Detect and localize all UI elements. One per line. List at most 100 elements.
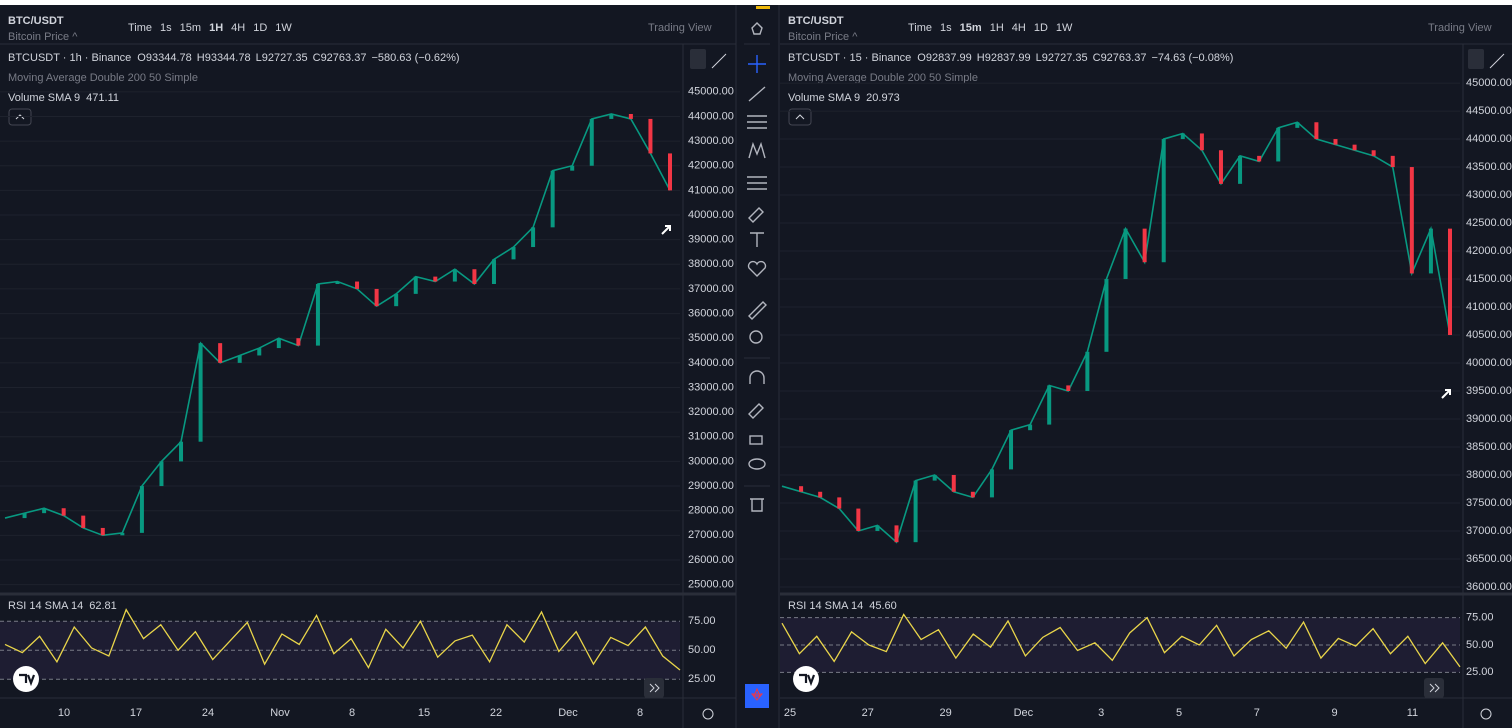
settings-button[interactable]	[702, 708, 714, 720]
candle	[355, 281, 360, 289]
brush-tool[interactable]	[748, 207, 764, 223]
scroll-icon	[1429, 683, 1440, 693]
pattern-tool[interactable]	[748, 141, 766, 159]
timeframe-button[interactable]: 1D	[253, 22, 267, 34]
price-tick-label: 39500.00	[1466, 385, 1512, 397]
price-tick-label: 33000.00	[688, 381, 734, 393]
trend-line-tool[interactable]	[748, 86, 766, 102]
timeframe-button[interactable]: Time	[128, 22, 152, 34]
trash-tool[interactable]	[750, 498, 764, 512]
time-tick-label: 27	[862, 707, 874, 719]
candle	[1123, 228, 1128, 280]
price-tick-label: 36500.00	[1466, 553, 1512, 565]
legend-text: O	[137, 52, 146, 64]
timeframe-button[interactable]: 1W	[275, 22, 292, 34]
rsi-tick-label: 25.00	[688, 673, 716, 685]
legend-text: 92763.37	[321, 52, 367, 64]
timeframe-button[interactable]: Time	[908, 22, 932, 34]
panels: BTC/USDT Bitcoin Price ^ Time 1s 15m 1H 4H 1D 1W…	[0, 15, 1512, 728]
legend-text: BTCUSDT · 15 · Binance	[788, 52, 911, 64]
price-tick-label: 43000.00	[1466, 189, 1512, 201]
candle	[1218, 150, 1223, 184]
timeframe-button[interactable]: 1D	[1034, 22, 1048, 34]
ruler-tool[interactable]	[748, 301, 767, 320]
legend-text: C	[313, 52, 321, 64]
toolbar-dividers	[744, 43, 770, 487]
price-tick-label: 40000.00	[1466, 357, 1512, 369]
scale-button[interactable]	[690, 49, 706, 69]
scale-button[interactable]	[1468, 49, 1484, 69]
candle	[257, 348, 262, 356]
candle	[413, 276, 418, 294]
lock-tool[interactable]	[749, 435, 763, 445]
timeframe-button[interactable]: 4H	[1012, 22, 1026, 34]
fib-tool[interactable]	[747, 176, 767, 190]
symbol: BTC/USDT	[8, 15, 64, 27]
favorite-icon[interactable]	[751, 22, 763, 35]
rsi-label: RSI 14 SMA 14	[8, 600, 83, 612]
symbol: BTC/USDT	[788, 15, 844, 27]
time-tick-label: Nov	[270, 707, 290, 719]
crosshair-tool[interactable]	[748, 55, 766, 73]
candle	[913, 480, 918, 543]
timeframe-button[interactable]: 4H	[231, 22, 245, 34]
candle	[1428, 228, 1433, 274]
eye-tool[interactable]	[748, 458, 766, 470]
candle	[120, 532, 125, 536]
time-tick-label: 7	[1254, 707, 1260, 719]
price-tick-label: 26000.00	[688, 554, 734, 566]
layout-button[interactable]: Trading View	[1428, 22, 1492, 34]
candle	[550, 170, 555, 228]
legend-text: 93344.78	[146, 52, 192, 64]
timeframe-button[interactable]: 1H	[990, 22, 1004, 34]
timeframe-button[interactable]: 1s	[160, 22, 172, 34]
timeframe-button[interactable]: 1H	[209, 22, 223, 34]
text-tool[interactable]	[750, 232, 764, 247]
price-tick-label: 43500.00	[1466, 161, 1512, 173]
parallel-tool[interactable]	[747, 115, 767, 129]
rsi-tick-label: 50.00	[688, 644, 716, 656]
timeframe-button[interactable]: 1s	[940, 22, 952, 34]
candle	[818, 491, 823, 498]
magnet-tool[interactable]	[749, 370, 765, 384]
price-tick-label: 41000.00	[688, 184, 734, 196]
candle	[374, 288, 379, 307]
ma-label: Moving Average Double 200 50 Simple	[788, 72, 978, 84]
settings-button[interactable]	[1480, 708, 1492, 720]
lock-draw-tool[interactable]	[748, 403, 764, 419]
candle	[856, 508, 861, 531]
icon-tool[interactable]	[747, 260, 767, 277]
candle	[799, 486, 804, 492]
ma-label: Moving Average Double 200 50 Simple	[8, 72, 198, 84]
candle	[433, 276, 438, 282]
candle	[989, 469, 994, 498]
timeframe-button[interactable]: 1W	[1056, 22, 1073, 34]
candle	[1295, 122, 1300, 128]
candle	[875, 525, 880, 531]
price-tick-label: 44000.00	[1466, 133, 1512, 145]
scale-icon	[1489, 53, 1505, 69]
zoom-tool[interactable]	[749, 330, 763, 344]
candle	[1333, 139, 1338, 145]
candle	[1409, 167, 1414, 274]
timeframe-button[interactable]: 15m	[960, 22, 982, 34]
price-tick-label: 36000.00	[1466, 581, 1512, 593]
rsi-tick-label: 25.00	[1466, 666, 1494, 678]
collapse-button[interactable]	[8, 108, 32, 126]
legend-text: C	[1093, 52, 1101, 64]
time-tick-label: 17	[130, 707, 142, 719]
candle	[315, 284, 320, 346]
layout-button[interactable]: Trading View	[648, 22, 712, 34]
volume-value: 20.973	[866, 92, 900, 104]
timeframe-button[interactable]: 15m	[180, 22, 201, 34]
candle	[894, 525, 899, 543]
legend-text: −74.63 (−0.08%)	[1151, 52, 1233, 64]
candle	[1180, 133, 1185, 140]
candle	[970, 491, 975, 498]
time-tick-label: 22	[490, 707, 502, 719]
collapse-button[interactable]	[788, 108, 812, 126]
candle	[837, 497, 842, 509]
legend-text: H	[977, 52, 985, 64]
scroll-icon	[649, 683, 660, 693]
